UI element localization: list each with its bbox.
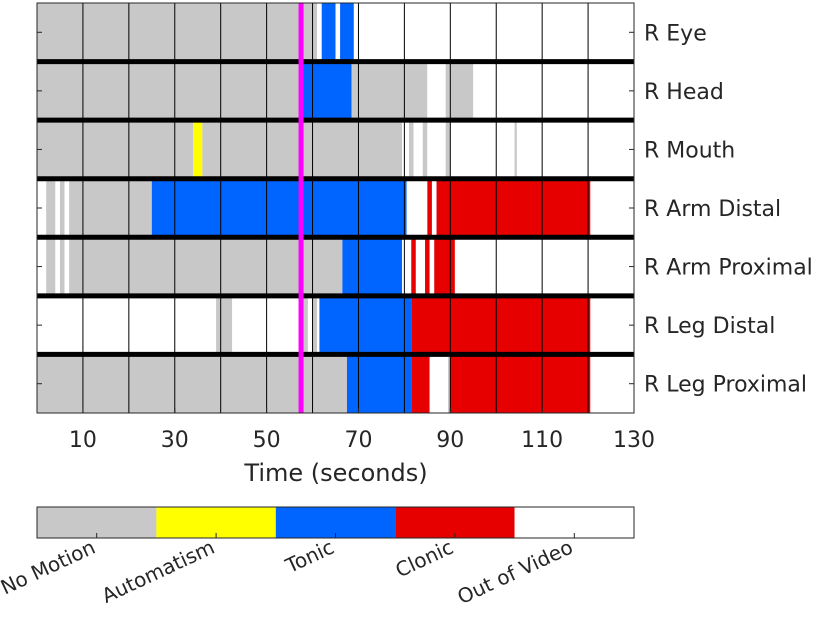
segment-tonic — [301, 61, 352, 121]
segment-clonic — [411, 295, 591, 355]
segment-none — [408, 120, 414, 179]
legend-label: No Motion — [0, 535, 99, 600]
segment-auto — [193, 120, 203, 179]
segment-out — [590, 354, 634, 413]
segment-out — [415, 237, 426, 296]
segment-out — [516, 120, 634, 179]
segment-out — [353, 3, 359, 62]
row-label: R Mouth — [644, 138, 735, 163]
segment-none — [514, 120, 517, 179]
legend-swatch-clonic — [395, 507, 515, 538]
segment-out — [429, 237, 435, 296]
legend-swatch-out — [514, 507, 634, 538]
legend-swatch-none — [37, 507, 157, 538]
segment-clonic — [427, 178, 432, 238]
segment-out — [590, 178, 634, 238]
segment-clonic — [425, 237, 430, 296]
plot-frame — [36, 2, 635, 414]
segment-out — [64, 237, 70, 296]
segment-clonic — [436, 178, 591, 238]
segment-tonic — [319, 295, 412, 355]
legend-swatch-auto — [156, 507, 276, 538]
segment-none — [59, 237, 65, 296]
segment-clonic — [411, 354, 430, 413]
segment-out — [427, 61, 446, 121]
row-label: R Arm Proximal — [644, 256, 813, 281]
row-separators — [37, 59, 634, 357]
segment-out — [37, 295, 217, 355]
segment-out — [473, 61, 634, 121]
segment-out — [427, 120, 446, 179]
legend-label: Out of Video — [454, 535, 577, 609]
segment-tonic — [346, 354, 412, 413]
segment-tonic — [340, 3, 354, 62]
segment-out — [450, 120, 515, 179]
x-tick-label: 110 — [521, 428, 563, 453]
segment-none — [46, 178, 56, 238]
segment-out — [317, 3, 322, 62]
segment-none — [37, 3, 318, 62]
segment-out — [307, 295, 313, 355]
segment-none — [351, 61, 428, 121]
segment-out — [429, 354, 449, 413]
row-label: R Leg Proximal — [644, 373, 807, 398]
segment-none — [37, 354, 347, 413]
row-label: R Eye — [644, 21, 707, 46]
x-tick-label: 30 — [161, 428, 189, 453]
segment-none — [445, 120, 451, 179]
x-axis-label: Time (seconds) — [243, 459, 427, 487]
segment-none — [37, 120, 194, 179]
legend-swatch-tonic — [275, 507, 396, 538]
segment-none — [46, 237, 56, 296]
segment-out — [55, 237, 60, 296]
segment-out — [64, 178, 70, 238]
segment-none — [37, 61, 302, 121]
segment-out — [335, 3, 341, 62]
x-tick-label: 90 — [436, 428, 464, 453]
x-tick-label: 70 — [344, 428, 372, 453]
row-label: R Head — [644, 80, 724, 105]
segment-tonic — [342, 237, 403, 296]
segment-out — [590, 295, 634, 355]
segment-out — [402, 120, 409, 179]
segment-out — [413, 120, 423, 179]
x-tick-label: 50 — [253, 428, 281, 453]
row-label: R Leg Distal — [644, 314, 775, 339]
segment-none — [422, 120, 428, 179]
segment-none — [448, 354, 451, 413]
segment-out — [55, 178, 60, 238]
legend-label: Tonic — [281, 535, 338, 578]
segment-out — [431, 178, 437, 238]
x-tick-labels: 10 30 50 70 90 110 130 — [69, 428, 655, 453]
segment-out — [402, 237, 412, 296]
segment-out — [232, 295, 299, 355]
x-tick-label: 10 — [69, 428, 97, 453]
legend-label: Clonic — [392, 535, 457, 583]
segment-clonic — [434, 237, 455, 296]
segment-tonic — [151, 178, 407, 238]
segment-out — [317, 295, 320, 355]
row-label: R Arm Distal — [644, 197, 781, 222]
segment-none — [216, 295, 233, 355]
segment-clonic — [411, 237, 416, 296]
segment-none — [312, 295, 318, 355]
segment-none — [59, 178, 65, 238]
segment-none — [69, 237, 343, 296]
legend-label: Automatism — [98, 535, 218, 608]
segment-tonic — [321, 3, 336, 62]
timeline-rows — [37, 3, 634, 413]
segment-none — [69, 178, 152, 238]
segment-out — [454, 237, 634, 296]
row-labels: R Eye R Head R Mouth R Arm Distal R Arm Prox… — [644, 21, 813, 397]
segment-clonic — [450, 354, 591, 413]
segment-out — [406, 178, 428, 238]
x-tick-label: 130 — [613, 428, 655, 453]
